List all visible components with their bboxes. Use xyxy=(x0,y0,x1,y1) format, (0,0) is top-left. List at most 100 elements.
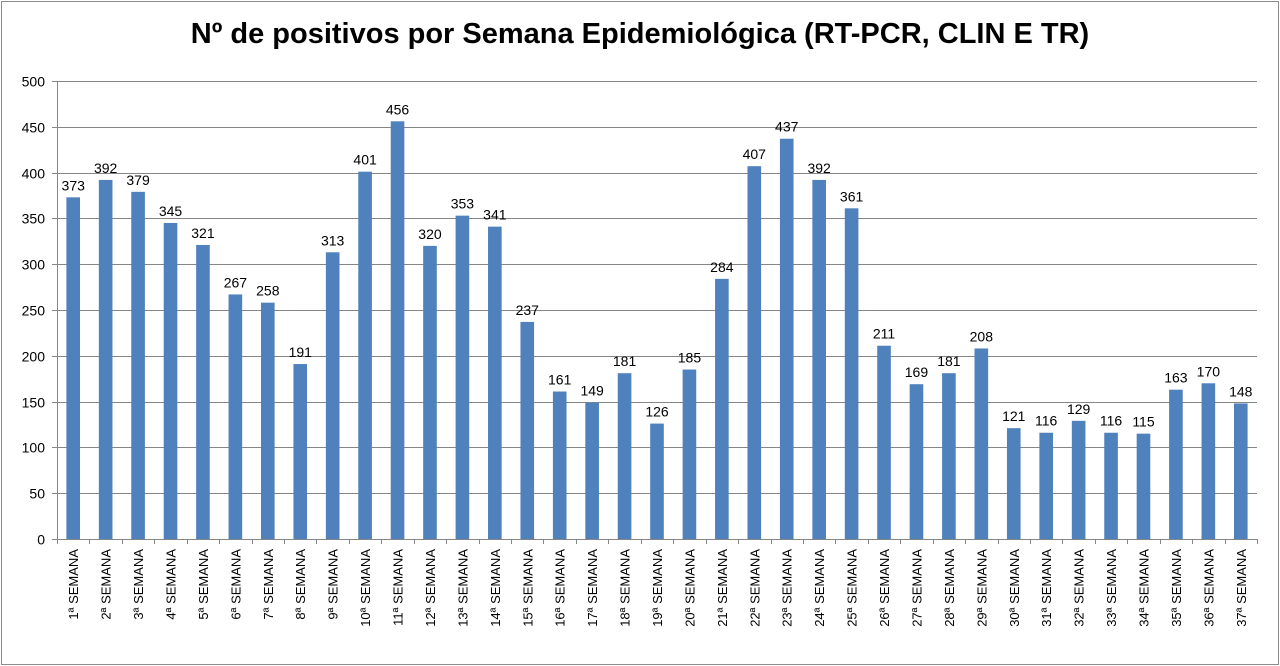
data-label: 361 xyxy=(840,188,864,204)
data-label: 129 xyxy=(1067,401,1091,417)
data-label: 163 xyxy=(1164,370,1188,386)
data-label: 313 xyxy=(321,232,345,248)
bar xyxy=(98,179,113,540)
bar xyxy=(325,252,340,540)
data-label: 237 xyxy=(516,302,540,318)
data-label: 121 xyxy=(1002,408,1026,424)
x-category-label: 5ª SEMANA xyxy=(196,549,211,620)
bar xyxy=(358,171,372,539)
bar xyxy=(1201,383,1216,539)
bar xyxy=(131,191,145,539)
x-category-label: 28ª SEMANA xyxy=(942,549,957,627)
x-category-label: 6ª SEMANA xyxy=(228,549,243,620)
y-tick-label: 350 xyxy=(22,211,46,227)
x-category-label: 7ª SEMANA xyxy=(261,549,276,620)
bar xyxy=(66,197,81,539)
x-category-label: 18ª SEMANA xyxy=(618,549,633,627)
bar xyxy=(617,373,632,539)
x-category-label: 36ª SEMANA xyxy=(1201,549,1216,627)
bar xyxy=(1006,428,1021,539)
y-tick-label: 300 xyxy=(22,257,46,273)
data-label: 267 xyxy=(224,274,248,290)
x-category-label: 11ª SEMANA xyxy=(391,549,406,626)
x-category-label: 26ª SEMANA xyxy=(877,549,892,627)
bar xyxy=(747,166,762,540)
x-category-label: 14ª SEMANA xyxy=(488,549,503,627)
bar xyxy=(488,226,502,540)
data-label: 148 xyxy=(1229,383,1253,399)
data-label: 284 xyxy=(710,259,734,275)
y-tick-label: 150 xyxy=(22,395,46,411)
bar xyxy=(682,369,697,539)
x-category-label: 23ª SEMANA xyxy=(780,549,795,627)
x-category-label: 35ª SEMANA xyxy=(1169,549,1184,627)
x-category-label: 8ª SEMANA xyxy=(293,549,308,620)
bar xyxy=(228,294,243,539)
x-category-label: 22ª SEMANA xyxy=(747,549,762,627)
data-label: 116 xyxy=(1035,413,1058,429)
data-label: 407 xyxy=(743,146,767,162)
bar xyxy=(390,121,405,539)
data-label: 392 xyxy=(807,160,831,176)
x-category-label: 25ª SEMANA xyxy=(845,549,860,627)
x-category-label: 33ª SEMANA xyxy=(1104,549,1119,627)
bar xyxy=(1104,432,1118,539)
bar xyxy=(844,208,859,539)
x-category-label: 20ª SEMANA xyxy=(682,549,697,627)
x-category-label: 12ª SEMANA xyxy=(423,549,438,627)
bar xyxy=(877,345,891,539)
bar xyxy=(1071,420,1086,539)
x-category-label: 30ª SEMANA xyxy=(1007,549,1022,627)
x-category-label: 32ª SEMANA xyxy=(1072,549,1087,627)
bar xyxy=(196,244,210,540)
data-label: 208 xyxy=(970,328,994,344)
data-label: 321 xyxy=(191,225,215,241)
x-category-label: 29ª SEMANA xyxy=(974,549,989,627)
data-label: 181 xyxy=(937,353,961,369)
bar xyxy=(293,364,308,539)
bar xyxy=(909,384,924,539)
bar xyxy=(1233,403,1248,539)
data-label: 181 xyxy=(613,353,637,369)
data-label: 126 xyxy=(645,404,669,420)
bar xyxy=(715,278,729,539)
x-category-label: 15ª SEMANA xyxy=(520,549,535,627)
data-label: 373 xyxy=(62,177,86,193)
bar xyxy=(163,222,178,540)
data-label: 185 xyxy=(678,350,702,366)
data-label: 320 xyxy=(418,226,442,242)
bar xyxy=(779,138,794,539)
data-label: 437 xyxy=(775,119,799,135)
x-category-label: 10ª SEMANA xyxy=(358,549,373,627)
y-tick-label: 450 xyxy=(22,120,46,136)
x-category-label: 37ª SEMANA xyxy=(1234,549,1249,627)
bar xyxy=(1136,433,1151,539)
data-label: 345 xyxy=(159,203,183,219)
x-category-label: 2ª SEMANA xyxy=(99,549,114,620)
data-label: 353 xyxy=(451,196,475,212)
data-label: 161 xyxy=(548,372,572,388)
bar xyxy=(455,215,470,540)
x-category-label: 24ª SEMANA xyxy=(812,549,827,627)
bar xyxy=(261,302,275,539)
x-category-label: 4ª SEMANA xyxy=(164,549,179,620)
x-category-label: 31ª SEMANA xyxy=(1039,549,1054,627)
data-label: 170 xyxy=(1197,363,1221,379)
data-label: 149 xyxy=(580,383,604,399)
bar xyxy=(585,402,599,539)
data-label: 456 xyxy=(386,101,410,117)
data-label: 191 xyxy=(289,344,313,360)
y-tick-label: 50 xyxy=(29,486,45,502)
y-tick-label: 400 xyxy=(22,166,46,182)
y-tick-label: 200 xyxy=(22,349,46,365)
y-tick-label: 250 xyxy=(22,303,46,319)
y-tick-label: 500 xyxy=(22,74,46,90)
data-label: 211 xyxy=(873,326,896,342)
data-label: 379 xyxy=(126,172,150,188)
x-category-label: 16ª SEMANA xyxy=(553,549,568,627)
data-label: 258 xyxy=(256,283,280,299)
data-label: 401 xyxy=(353,152,377,168)
bar xyxy=(1039,432,1053,539)
x-category-label: 27ª SEMANA xyxy=(909,549,924,627)
